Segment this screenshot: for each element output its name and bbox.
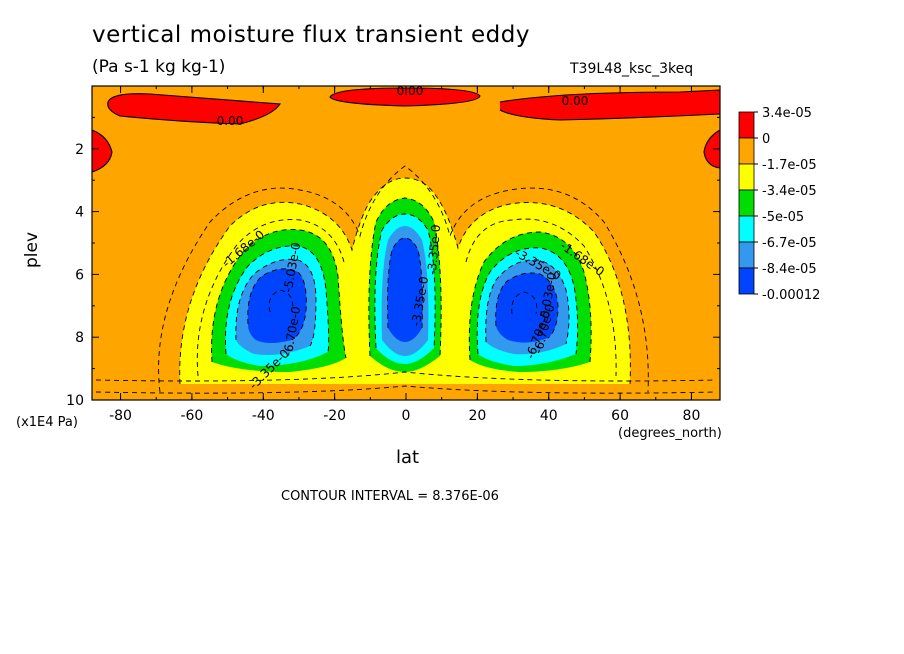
contour-label: 0.00 [562,94,589,108]
x-axis-units: (degrees_north) [618,426,722,441]
contour-label: -3.35e-0 [425,224,443,275]
fill-darkblue-left [247,268,307,343]
x-axis: -80 -60 -40 -20 0 20 40 60 80 [109,86,700,424]
contour-label: 0.00 [397,84,424,98]
legend-level-label: -8.4e-05 [762,262,817,277]
chart-title: vertical moisture flux transient eddy [92,22,530,48]
y-tick-label: 2 [75,142,84,158]
legend-level-label: -5e-05 [762,210,804,225]
legend-swatch [738,189,755,217]
fill-red-upper-center [330,88,480,106]
fill-red-upper-right [500,90,720,120]
contour-label: 0.00 [217,114,244,128]
legend-level-label: -0.00012 [762,288,820,303]
color-legend: 3.4e-05 0 -1.7e-05 -3.4e-05 -5e-05 -6.7e-05 -8… [738,106,820,303]
x-tick-label: -60 [180,408,203,424]
y-axis-units: (x1E4 Pa) [16,415,78,430]
legend-level-label: -1.7e-05 [762,158,817,173]
x-tick-label: -40 [252,408,275,424]
fill-darkblue-center [387,238,423,342]
contour-lines [95,165,717,394]
legend-swatch [738,215,755,243]
legend-swatch [738,267,755,295]
x-tick-label: 40 [540,408,558,424]
fill-red-right-edge [704,130,720,168]
fill-red-upper-left [107,93,280,124]
legend-level-label: 0 [762,132,770,147]
legend-swatch [738,241,755,269]
contour-interval: CONTOUR INTERVAL = 8.376E-06 [281,489,499,504]
x-tick-label: 60 [611,408,629,424]
x-tick-label: 20 [468,408,486,424]
y-axis: 2 4 6 8 10 [66,116,720,409]
legend-level-label: 3.4e-05 [762,106,812,121]
legend-level-label: -6.7e-05 [762,236,817,251]
y-tick-label: 8 [75,330,84,346]
chart-units: (Pa s-1 kg kg-1) [92,57,226,77]
y-tick-label: 6 [75,267,84,283]
legend-swatch [738,137,755,165]
y-tick-label: 4 [75,205,84,221]
x-tick-label: 80 [683,408,701,424]
x-tick-label: 0 [402,408,411,424]
zero-contours [92,87,720,173]
fill-darkblue-right [495,273,558,343]
x-axis-label: lat [396,447,420,468]
fill-red-left-edge [92,130,112,172]
legend-swatch [738,163,755,191]
run-id: T39L48_ksc_3keq [570,61,694,77]
legend-swatch [738,111,755,139]
x-tick-label: -80 [109,408,132,424]
legend-level-label: -3.4e-05 [762,184,817,199]
x-tick-label: -20 [323,408,346,424]
y-tick-label: 10 [66,393,84,409]
